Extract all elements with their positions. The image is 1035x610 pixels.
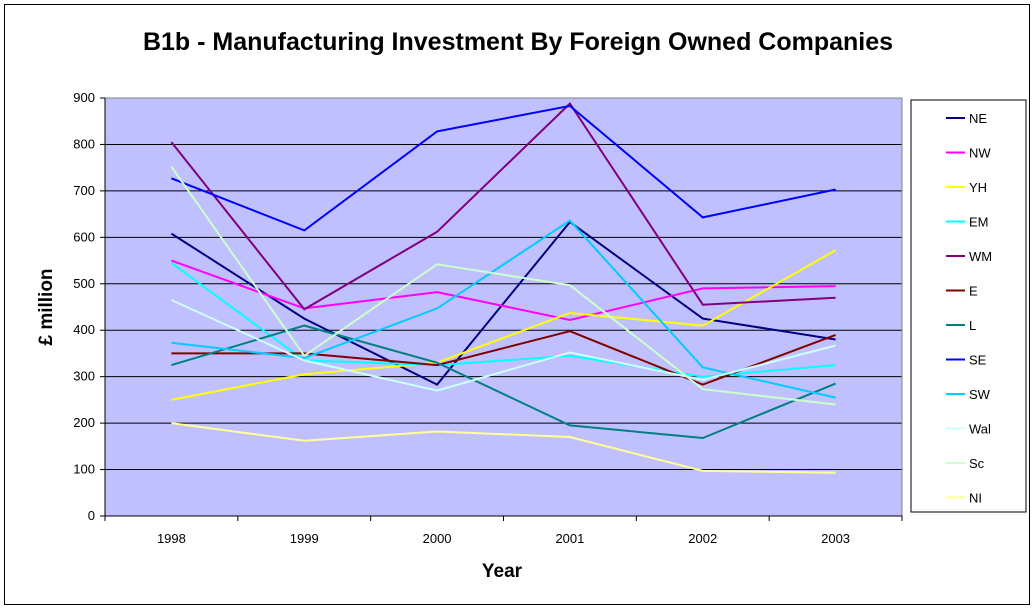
series-line-wal: [170, 299, 836, 392]
y-tick-label: 200: [73, 415, 95, 430]
x-tick-label: 1999: [290, 531, 319, 546]
series-line-sw: [171, 219, 836, 399]
legend-label-sw: SW: [969, 387, 991, 402]
series-line-nw: [171, 259, 836, 322]
x-tick-label: 2001: [555, 531, 584, 546]
series-line-se: [171, 104, 836, 232]
legend-label-se: SE: [969, 353, 987, 368]
legend-label-e: E: [969, 284, 978, 299]
x-axis-ticks: 1998 1999 2000 2001 2002 2003: [104, 516, 903, 546]
legend-box: [910, 99, 1027, 513]
x-tick-label: 2002: [688, 531, 717, 546]
chart-title: B1b - Manufacturing Investment By Foreig…: [143, 28, 893, 56]
y-axis-ticks: 0 100 200 300 400 500 600 700 800 900: [73, 90, 105, 523]
legend-label-wm: WM: [969, 249, 992, 264]
legend: NE NW YH EM WM E L SE SW Wal Sc NI: [910, 99, 1027, 513]
series-line-ni: [171, 422, 836, 474]
y-tick-label: 700: [73, 183, 95, 198]
y-tick-label: 100: [73, 462, 95, 477]
series-lines: [170, 102, 837, 474]
legend-label-sc: Sc: [969, 456, 985, 471]
legend-label-ni: NI: [969, 491, 982, 506]
y-tick-label: 400: [73, 322, 95, 337]
series-line-sc: [170, 166, 836, 406]
legend-label-wal: Wal: [969, 422, 991, 437]
x-tick-label: 1998: [157, 531, 186, 546]
x-axis-title: Year: [482, 561, 523, 582]
y-tick-label: 500: [73, 276, 95, 291]
legend-label-em: EM: [969, 215, 989, 230]
legend-label-l: L: [969, 318, 976, 333]
legend-label-ne: NE: [969, 111, 987, 126]
x-tick-label: 2000: [423, 531, 452, 546]
y-axis-title: £ million: [36, 268, 57, 345]
series-line-e: [171, 330, 836, 386]
series-line-l: [171, 324, 836, 440]
gridlines: [105, 97, 902, 471]
y-tick-label: 600: [73, 229, 95, 244]
legend-label-yh: YH: [969, 180, 987, 195]
y-tick-label: 0: [88, 508, 95, 523]
x-tick-label: 2003: [821, 531, 850, 546]
y-tick-label: 300: [73, 369, 95, 384]
legend-label-nw: NW: [969, 146, 991, 161]
series-line-wm: [170, 102, 836, 311]
y-tick-label: 800: [73, 136, 95, 151]
series-line-yh: [171, 249, 837, 401]
y-tick-label: 900: [73, 90, 95, 105]
series-line-ne: [170, 220, 836, 386]
